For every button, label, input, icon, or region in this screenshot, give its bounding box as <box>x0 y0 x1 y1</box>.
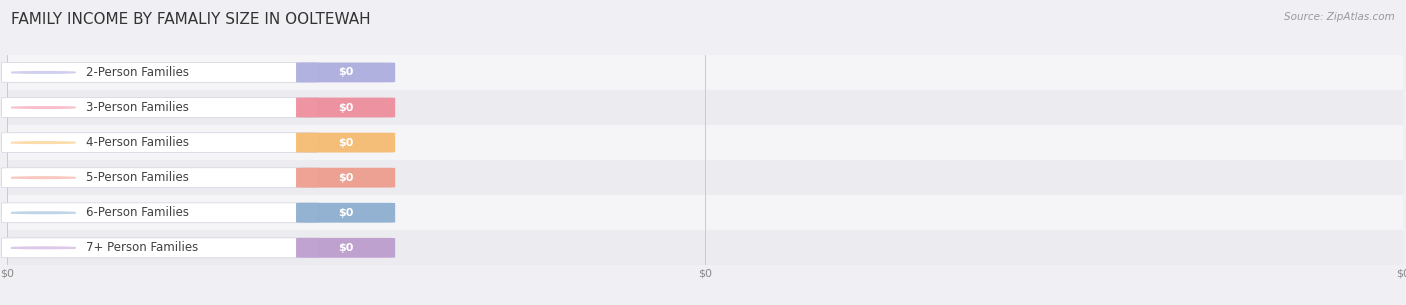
Circle shape <box>11 142 76 143</box>
Bar <box>7 125 1403 160</box>
Circle shape <box>11 247 76 249</box>
Bar <box>7 195 1403 230</box>
FancyBboxPatch shape <box>1 168 318 188</box>
Text: $0: $0 <box>337 243 353 253</box>
FancyBboxPatch shape <box>297 238 395 258</box>
Text: $0: $0 <box>337 102 353 113</box>
Circle shape <box>11 177 76 178</box>
Text: $0: $0 <box>337 67 353 77</box>
Text: $0: $0 <box>337 208 353 218</box>
Text: 3-Person Families: 3-Person Families <box>86 101 190 114</box>
Circle shape <box>11 212 76 214</box>
FancyBboxPatch shape <box>1 98 318 117</box>
FancyBboxPatch shape <box>297 98 395 117</box>
FancyBboxPatch shape <box>1 238 318 258</box>
FancyBboxPatch shape <box>297 168 395 188</box>
Circle shape <box>11 107 76 108</box>
Text: 6-Person Families: 6-Person Families <box>86 206 190 219</box>
Text: $0: $0 <box>337 173 353 183</box>
Text: 4-Person Families: 4-Person Families <box>86 136 190 149</box>
FancyBboxPatch shape <box>297 63 395 82</box>
Text: 7+ Person Families: 7+ Person Families <box>86 241 198 254</box>
FancyBboxPatch shape <box>1 203 318 223</box>
FancyBboxPatch shape <box>297 203 395 223</box>
FancyBboxPatch shape <box>1 133 318 152</box>
Text: 2-Person Families: 2-Person Families <box>86 66 190 79</box>
FancyBboxPatch shape <box>1 63 318 82</box>
Bar <box>7 55 1403 90</box>
Text: $0: $0 <box>337 138 353 148</box>
Bar <box>7 160 1403 195</box>
FancyBboxPatch shape <box>297 133 395 152</box>
Bar <box>7 230 1403 265</box>
Circle shape <box>11 72 76 73</box>
Text: 5-Person Families: 5-Person Families <box>86 171 190 184</box>
Bar <box>7 90 1403 125</box>
Text: FAMILY INCOME BY FAMALIY SIZE IN OOLTEWAH: FAMILY INCOME BY FAMALIY SIZE IN OOLTEWA… <box>11 12 371 27</box>
Text: Source: ZipAtlas.com: Source: ZipAtlas.com <box>1284 12 1395 22</box>
